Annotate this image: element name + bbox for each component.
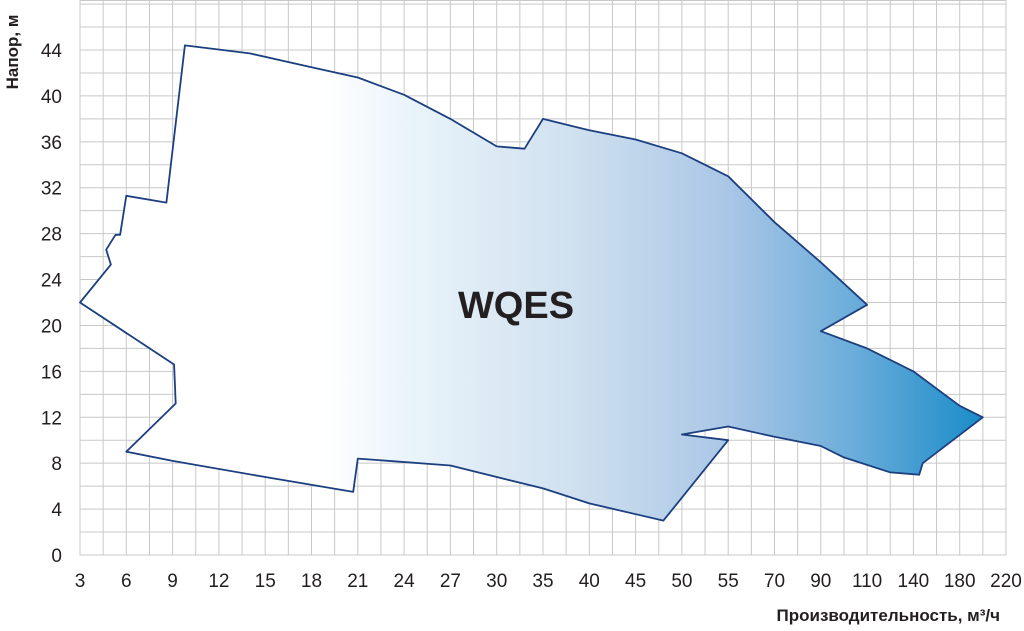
- x-axis-title: Производительность, м³/ч: [777, 606, 1000, 625]
- x-tick-label: 55: [718, 571, 739, 592]
- x-tick-label: 35: [532, 571, 553, 592]
- y-tick-label: 24: [41, 271, 63, 292]
- y-tick-label: 40: [41, 87, 62, 108]
- x-tick-label: 27: [440, 571, 461, 592]
- y-tick-label: 8: [51, 454, 62, 475]
- y-tick-label: 0: [51, 546, 62, 567]
- x-tick-label: 70: [764, 571, 785, 592]
- series-label: WQES: [458, 285, 574, 327]
- x-tick-label: 180: [944, 571, 976, 592]
- plot-border: [79, 0, 1007, 556]
- x-tick-label: 30: [486, 571, 507, 592]
- y-tick-label: 44: [41, 41, 63, 62]
- y-tick-label: 12: [41, 408, 62, 429]
- x-tick-label: 90: [810, 571, 831, 592]
- series-area-wqes: [79, 44, 984, 522]
- y-tick-label: 4: [51, 500, 62, 521]
- y-tick-label: 32: [41, 179, 62, 200]
- y-axis-title: Напор, м: [3, 15, 22, 90]
- x-tick-label: 18: [301, 571, 322, 592]
- x-tick-label: 140: [898, 571, 930, 592]
- y-tick-label: 28: [41, 225, 62, 246]
- x-tick-label: 220: [990, 571, 1022, 592]
- y-tick-label: 16: [41, 362, 62, 383]
- y-axis-ticks: 0 4 8 12 16 20 24 28 32 36 40 44: [41, 41, 63, 567]
- x-axis-ticks: 3 6 9 12 15 18 21 24 27 30 35 40 45 50 55 70 90 110 140 180…: [75, 571, 1022, 592]
- x-tick-label: 15: [255, 571, 276, 592]
- x-tick-label: 3: [75, 571, 86, 592]
- x-tick-label: 40: [579, 571, 600, 592]
- x-tick-label: 12: [208, 571, 229, 592]
- x-tick-label: 9: [167, 571, 178, 592]
- y-tick-label: 36: [41, 133, 62, 154]
- x-tick-label: 110: [852, 571, 882, 592]
- x-tick-label: 45: [625, 571, 646, 592]
- x-tick-label: 21: [347, 571, 368, 592]
- area-layer: [79, 44, 984, 522]
- x-tick-label: 50: [671, 571, 692, 592]
- y-tick-label: 20: [41, 316, 62, 337]
- x-tick-label: 6: [121, 571, 132, 592]
- x-tick-label: 24: [394, 571, 416, 592]
